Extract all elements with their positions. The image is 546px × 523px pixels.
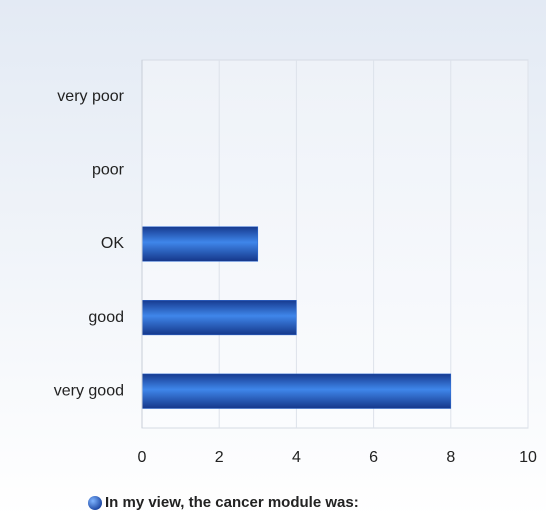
x-tick-label: 8 [446,449,455,466]
x-tick-label: 10 [519,449,537,466]
x-tick-label: 4 [292,449,301,466]
y-tick-label: OK [101,235,124,252]
bar [141,373,452,409]
bar [141,300,297,336]
y-tick-label: good [88,309,124,326]
y-tick-label: very poor [57,88,124,105]
y-tick-label: poor [92,162,125,179]
x-tick-label: 0 [138,449,147,466]
legend-marker [88,496,102,510]
y-tick-label: very good [54,382,124,399]
legend-label: In my view, the cancer module was: [105,494,359,511]
bar [141,226,259,262]
x-tick-label: 2 [215,449,224,466]
x-tick-label: 6 [369,449,378,466]
